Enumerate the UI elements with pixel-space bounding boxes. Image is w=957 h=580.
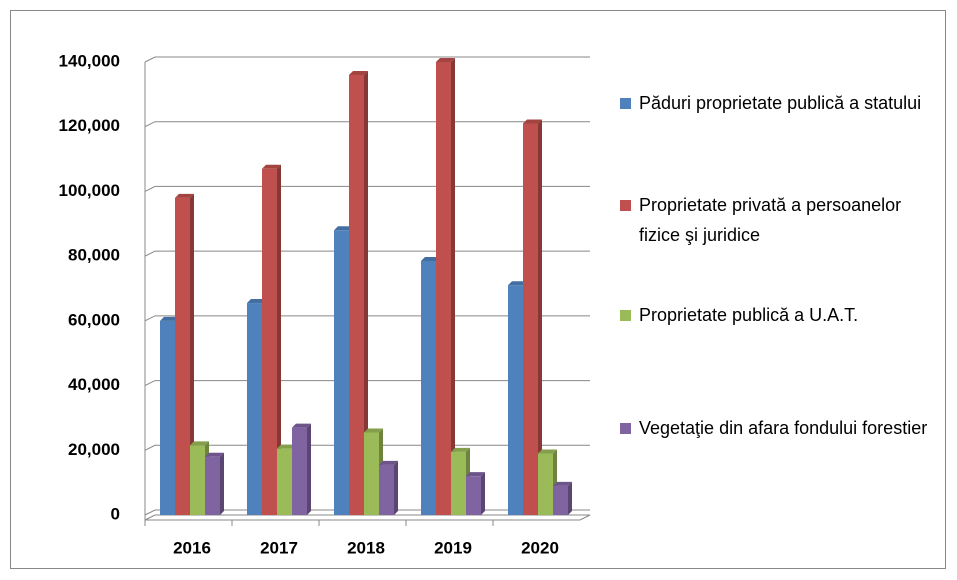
bar (379, 464, 394, 515)
bar-top (364, 428, 383, 433)
bar (421, 260, 436, 515)
y-tick-label: 0 (111, 504, 120, 523)
y-tick-label: 140,000 (59, 51, 120, 70)
bar-side (568, 481, 572, 515)
floor (144, 514, 591, 521)
bar (508, 285, 523, 515)
bar-side (220, 452, 224, 515)
bar-top (247, 299, 266, 304)
bar-side (364, 70, 368, 515)
x-tick-label: 2019 (434, 538, 472, 557)
legend-label: Vegetaţie din afara fondului forestier (639, 418, 928, 438)
legend-item: Proprietate privată a persoanelor fizice… (620, 190, 940, 250)
legend-swatch (620, 98, 631, 109)
bar-top (175, 193, 194, 198)
bar-top (190, 441, 209, 446)
bar (190, 445, 205, 515)
bar-top (160, 316, 179, 321)
bar (466, 476, 481, 515)
bar-side (394, 460, 398, 515)
bar-top (553, 481, 572, 486)
bar-side (451, 58, 455, 515)
legend-label: Proprietate publică a U.A.T. (639, 305, 859, 325)
bar-top (538, 449, 557, 454)
bar (205, 456, 220, 515)
bar-top (379, 460, 398, 465)
bar-top (421, 256, 440, 261)
x-tick-label: 2016 (173, 538, 211, 557)
x-tick-label: 2018 (347, 538, 385, 557)
bar (553, 485, 568, 515)
bar-top (334, 226, 353, 231)
bar-top (466, 472, 485, 477)
bar-top (436, 58, 455, 62)
bar (349, 74, 364, 515)
grid-line (144, 56, 590, 63)
bar (334, 230, 349, 515)
y-tick-label: 20,000 (68, 440, 120, 459)
legend-label: Proprietate privată a persoanelor fizice… (639, 195, 902, 245)
bar-side (481, 472, 485, 515)
bar (262, 168, 277, 515)
bar (175, 197, 190, 515)
bar-side (307, 423, 311, 515)
y-tick-label: 100,000 (59, 181, 120, 200)
legend-item: Vegetaţie din afara fondului forestier (620, 413, 940, 443)
bar-top (292, 423, 311, 428)
y-tick-label: 60,000 (68, 310, 120, 329)
legend-swatch (620, 200, 631, 211)
legend-item: Proprietate publică a U.A.T. (620, 300, 940, 330)
bar-side (277, 164, 281, 515)
bar (247, 303, 262, 515)
legend-swatch (620, 423, 631, 434)
bar (523, 123, 538, 515)
bar-top (523, 119, 542, 124)
bar (160, 320, 175, 515)
bar (451, 451, 466, 515)
bar-top (451, 447, 470, 452)
legend-label: Păduri proprietate publică a statului (639, 93, 922, 113)
bar-top (277, 444, 296, 449)
legend-item: Păduri proprietate publică a statului (620, 88, 940, 118)
y-tick-label: 40,000 (68, 375, 120, 394)
y-tick-label: 80,000 (68, 246, 120, 265)
bar (364, 432, 379, 515)
bar (436, 62, 451, 515)
bar-side (190, 193, 194, 515)
bar-top (349, 70, 368, 75)
legend-swatch (620, 310, 631, 321)
bar-top (508, 281, 527, 286)
bar (292, 427, 307, 515)
chart-border (10, 10, 946, 569)
x-tick-label: 2017 (260, 538, 298, 557)
bar-side (538, 119, 542, 515)
bar-top (262, 164, 281, 169)
x-tick-label: 2020 (521, 538, 559, 557)
bar (277, 448, 292, 515)
bar (538, 453, 553, 515)
bar-top (205, 452, 224, 457)
y-tick-label: 120,000 (59, 116, 120, 135)
